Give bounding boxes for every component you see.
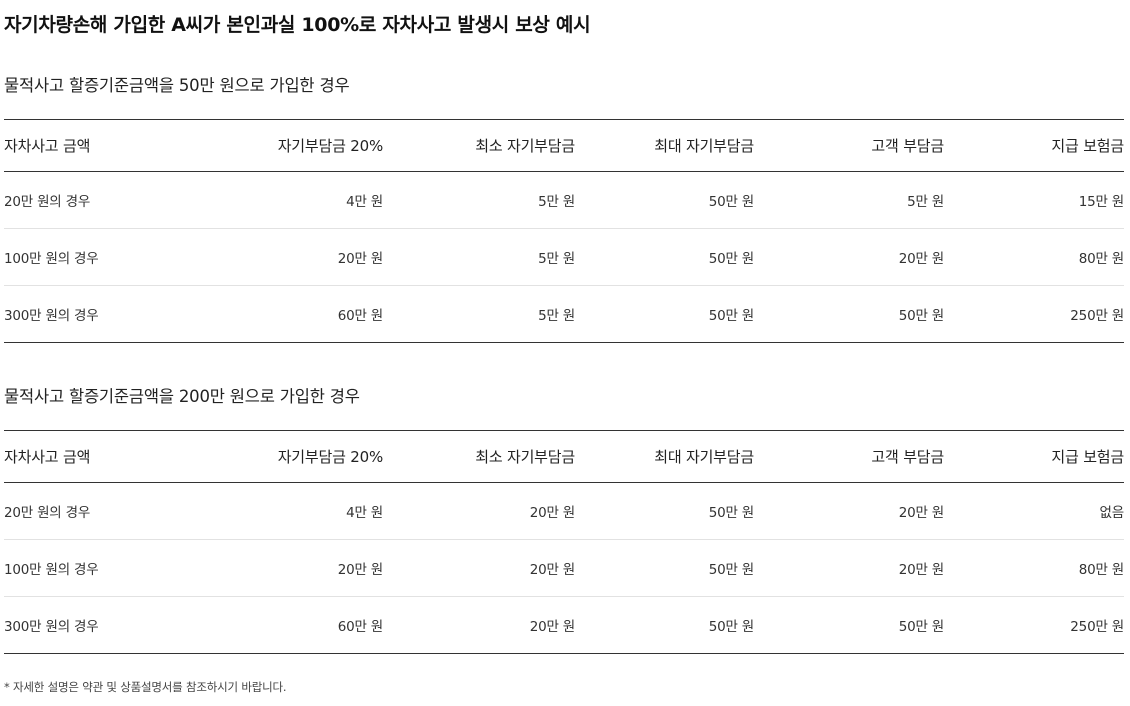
cell-customer-share: 50만 원 xyxy=(898,308,945,324)
cell-customer-share: 50만 원 xyxy=(898,619,945,635)
cell-deductible-20: 4만 원 xyxy=(346,194,383,210)
cell-accident-amount: 100만 원의 경우 xyxy=(4,562,99,578)
cell-deductible-20: 20만 원 xyxy=(337,562,384,578)
table-row: 300만 원의 경우 60만 원 5만 원 50만 원 50만 원 250만 원 xyxy=(4,286,1124,343)
header-accident-amount: 자차사고 금액 xyxy=(4,448,91,466)
cell-min-deductible: 5만 원 xyxy=(538,308,575,324)
table-row: 300만 원의 경우 60만 원 20만 원 50만 원 50만 원 250만 … xyxy=(4,597,1124,654)
cell-customer-share: 20만 원 xyxy=(898,505,945,521)
header-insurance-payout: 지급 보험금 xyxy=(1051,448,1124,466)
cell-min-deductible: 20만 원 xyxy=(529,505,576,521)
footnote: * 자세한 설명은 약관 및 상품설명서를 참조하시기 바랍니다. xyxy=(4,680,287,694)
cell-min-deductible: 20만 원 xyxy=(529,562,576,578)
header-customer-share: 고객 부담금 xyxy=(871,448,944,466)
cell-max-deductible: 50만 원 xyxy=(708,251,755,267)
cell-insurance-payout: 250만 원 xyxy=(1070,308,1124,324)
table-row: 100만 원의 경우 20만 원 20만 원 50만 원 20만 원 80만 원 xyxy=(4,540,1124,597)
section-50: 물적사고 할증기준금액을 50만 원으로 가입한 경우 자차사고 금액 자기부담… xyxy=(4,73,1124,343)
header-deductible-20: 자기부담금 20% xyxy=(277,448,384,466)
header-min-deductible: 최소 자기부담금 xyxy=(475,448,575,466)
cell-accident-amount: 300만 원의 경우 xyxy=(4,308,99,324)
compensation-table: 자차사고 금액 자기부담금 20% 최소 자기부담금 최대 자기부담금 고객 부… xyxy=(4,430,1124,654)
table-row: 100만 원의 경우 20만 원 5만 원 50만 원 20만 원 80만 원 xyxy=(4,229,1124,286)
header-min-deductible: 최소 자기부담금 xyxy=(475,137,575,155)
table-header-row: 자차사고 금액 자기부담금 20% 최소 자기부담금 최대 자기부담금 고객 부… xyxy=(4,430,1124,483)
cell-accident-amount: 100만 원의 경우 xyxy=(4,251,99,267)
cell-deductible-20: 60만 원 xyxy=(337,619,384,635)
cell-accident-amount: 300만 원의 경우 xyxy=(4,619,99,635)
cell-max-deductible: 50만 원 xyxy=(708,308,755,324)
cell-insurance-payout: 80만 원 xyxy=(1078,562,1125,578)
cell-max-deductible: 50만 원 xyxy=(708,619,755,635)
compensation-table: 자차사고 금액 자기부담금 20% 최소 자기부담금 최대 자기부담금 고객 부… xyxy=(4,119,1124,343)
header-max-deductible: 최대 자기부담금 xyxy=(654,137,754,155)
cell-customer-share: 20만 원 xyxy=(898,251,945,267)
cell-max-deductible: 50만 원 xyxy=(708,194,755,210)
cell-customer-share: 5만 원 xyxy=(907,194,944,210)
cell-deductible-20: 20만 원 xyxy=(337,251,384,267)
section-title: 물적사고 할증기준금액을 200만 원으로 가입한 경우 xyxy=(4,387,360,406)
header-deductible-20: 자기부담금 20% xyxy=(277,137,384,155)
header-insurance-payout: 지급 보험금 xyxy=(1051,137,1124,155)
cell-min-deductible: 5만 원 xyxy=(538,194,575,210)
section-title: 물적사고 할증기준금액을 50만 원으로 가입한 경우 xyxy=(4,76,350,95)
cell-insurance-payout: 80만 원 xyxy=(1078,251,1125,267)
cell-max-deductible: 50만 원 xyxy=(708,562,755,578)
cell-min-deductible: 5만 원 xyxy=(538,251,575,267)
cell-deductible-20: 4만 원 xyxy=(346,505,383,521)
table-row: 20만 원의 경우 4만 원 20만 원 50만 원 20만 원 없음 xyxy=(4,483,1124,540)
page-title: 자기차량손해 가입한 A씨가 본인과실 100%로 자차사고 발생시 보상 예시 xyxy=(4,14,591,36)
header-accident-amount: 자차사고 금액 xyxy=(4,137,91,155)
cell-accident-amount: 20만 원의 경우 xyxy=(4,505,91,521)
cell-insurance-payout: 없음 xyxy=(1099,505,1125,521)
header-max-deductible: 최대 자기부담금 xyxy=(654,448,754,466)
table-row: 20만 원의 경우 4만 원 5만 원 50만 원 5만 원 15만 원 xyxy=(4,172,1124,229)
cell-customer-share: 20만 원 xyxy=(898,562,945,578)
cell-accident-amount: 20만 원의 경우 xyxy=(4,194,91,210)
cell-deductible-20: 60만 원 xyxy=(337,308,384,324)
cell-insurance-payout: 15만 원 xyxy=(1078,194,1125,210)
table-header-row: 자차사고 금액 자기부담금 20% 최소 자기부담금 최대 자기부담금 고객 부… xyxy=(4,119,1124,172)
section-200: 물적사고 할증기준금액을 200만 원으로 가입한 경우 자차사고 금액 자기부… xyxy=(4,384,1124,654)
cell-min-deductible: 20만 원 xyxy=(529,619,576,635)
cell-max-deductible: 50만 원 xyxy=(708,505,755,521)
cell-insurance-payout: 250만 원 xyxy=(1070,619,1124,635)
header-customer-share: 고객 부담금 xyxy=(871,137,944,155)
